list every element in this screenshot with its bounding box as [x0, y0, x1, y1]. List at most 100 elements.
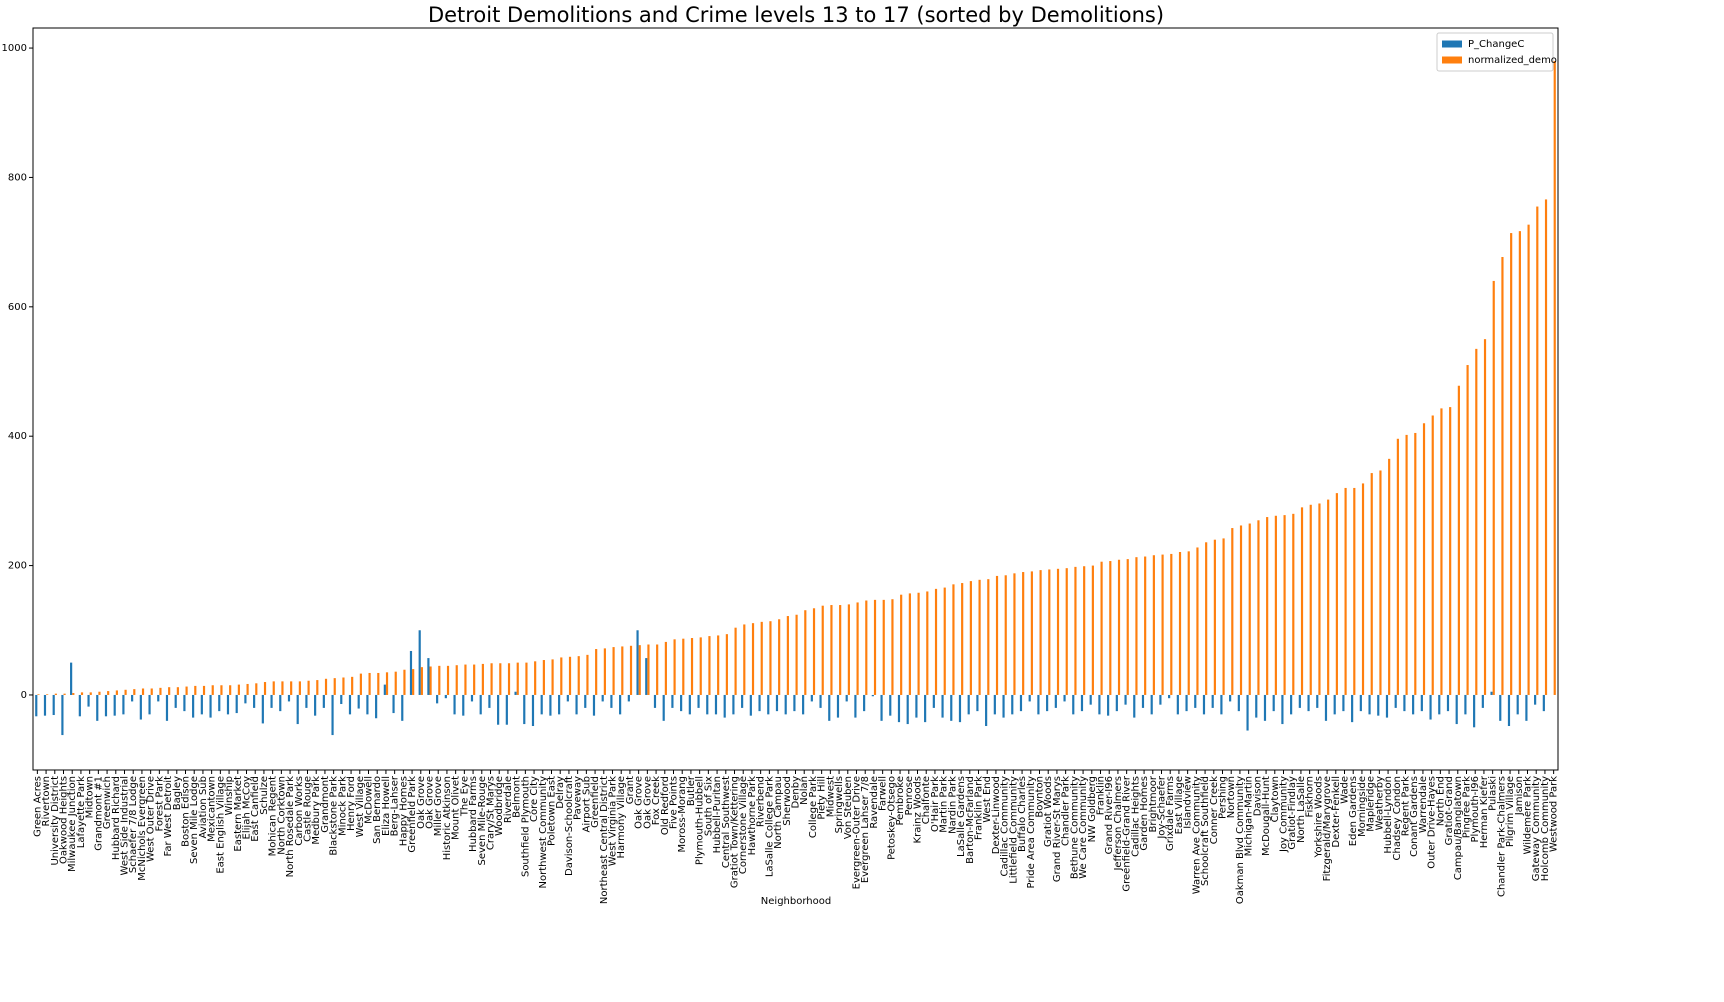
- bar: [52, 694, 55, 716]
- bar: [78, 694, 81, 717]
- bar: [1466, 365, 1469, 695]
- bar: [192, 694, 195, 718]
- bar: [316, 680, 319, 695]
- bar: [1091, 565, 1094, 695]
- bar: [96, 694, 99, 721]
- bar: [1516, 694, 1519, 715]
- bar: [697, 694, 700, 708]
- bar: [568, 656, 572, 695]
- x-tick-label: McDowell: [364, 776, 375, 824]
- bar: [725, 634, 728, 695]
- bar: [331, 694, 334, 736]
- bar: [856, 602, 859, 695]
- bar: [287, 694, 291, 702]
- x-tick-label: Happy Homes: [398, 776, 409, 846]
- bar: [1011, 694, 1014, 715]
- bar: [1170, 553, 1173, 695]
- y-tick-label: 0: [21, 690, 27, 701]
- bar: [751, 623, 755, 695]
- bar: [1510, 233, 1513, 695]
- bar: [830, 605, 833, 695]
- y-tick-label: 400: [8, 431, 27, 442]
- x-tick-label: Miller Grove: [433, 776, 444, 836]
- bar: [1300, 507, 1304, 695]
- bar: [89, 692, 92, 695]
- bar: [1065, 568, 1068, 695]
- bar: [237, 684, 240, 695]
- x-tick-label: Southfield Plymouth: [520, 776, 531, 877]
- bar: [150, 688, 153, 695]
- bar: [505, 694, 508, 725]
- x-tick-label: Grand River-St Marys: [1052, 776, 1063, 882]
- x-tick-label: Seven Mile Lodge: [189, 776, 200, 864]
- bar: [427, 658, 430, 695]
- x-tick-label: Gateway Community: [1531, 776, 1542, 881]
- bar: [1135, 557, 1138, 695]
- bar: [1220, 694, 1223, 715]
- bar: [1046, 694, 1049, 712]
- x-tick-label: Delray: [555, 776, 566, 809]
- bar: [1553, 60, 1556, 695]
- bar: [453, 694, 456, 715]
- bar: [1542, 694, 1545, 712]
- x-tick-label: Eden Gardens: [1348, 776, 1359, 846]
- bar: [261, 694, 264, 724]
- x-tick-label: Gratiot-Grand: [1444, 776, 1455, 845]
- bar: [1141, 694, 1145, 708]
- bar: [847, 604, 850, 695]
- x-tick-label: University District: [50, 776, 61, 866]
- bar: [383, 684, 386, 695]
- bar: [464, 664, 467, 695]
- bar: [359, 673, 362, 695]
- bar: [531, 694, 535, 727]
- x-tick-label: Oak Grove: [425, 776, 436, 829]
- x-tick-label: Islandview: [1183, 776, 1194, 829]
- bar: [969, 581, 972, 695]
- bar: [1109, 561, 1112, 695]
- bar: [1100, 561, 1103, 695]
- bar: [133, 689, 136, 695]
- x-tick-label: Claytown: [1270, 776, 1281, 822]
- bar: [1144, 556, 1147, 695]
- x-tick-label: Jefferson Chalmers: [1113, 776, 1124, 872]
- bar: [1414, 432, 1417, 695]
- bar: [897, 694, 901, 723]
- bar: [375, 694, 378, 719]
- x-tick-label: North Rosedale Park: [285, 776, 296, 878]
- bar: [357, 694, 360, 709]
- x-tick-label: Pingree Park: [1462, 776, 1473, 838]
- bar: [1150, 694, 1153, 715]
- bar: [1072, 694, 1075, 715]
- bar: [272, 681, 275, 695]
- x-tick-label: Garden Homes: [1139, 776, 1150, 851]
- x-tick-label: Evergreen-Outer Drive: [852, 776, 863, 889]
- bar: [1292, 513, 1295, 695]
- bar: [1507, 694, 1511, 727]
- legend-swatch: [1442, 40, 1462, 48]
- bar: [1307, 694, 1310, 712]
- bar: [220, 685, 223, 695]
- bar: [795, 614, 798, 695]
- bar: [141, 688, 145, 695]
- x-tick-label: Carbon Works: [294, 776, 305, 846]
- x-tick-label: Elijah McCoy: [242, 776, 253, 840]
- bar: [908, 593, 911, 695]
- bar: [1257, 520, 1260, 695]
- x-tick-label: Oak Grove: [642, 776, 653, 829]
- bar: [758, 694, 761, 712]
- x-tick-label: Belmont: [512, 776, 523, 818]
- x-tick-label: Boynton: [1035, 776, 1046, 818]
- bar: [1168, 694, 1171, 699]
- bar: [1202, 694, 1206, 715]
- x-tick-label: North LaSalle: [1296, 776, 1307, 843]
- bar: [525, 662, 528, 695]
- x-tick-label: Regent Park: [1401, 776, 1412, 836]
- x-tick-label: Sherwood: [782, 776, 793, 826]
- bar: [656, 644, 659, 695]
- x-tick-label: Schoolcraft Southfield: [1200, 776, 1211, 886]
- x-tick-label: Von Steuben: [843, 776, 854, 839]
- x-tick-label: Northeast Central District: [599, 776, 610, 904]
- bar: [1342, 694, 1345, 712]
- bar: [523, 694, 526, 725]
- bar: [409, 650, 413, 695]
